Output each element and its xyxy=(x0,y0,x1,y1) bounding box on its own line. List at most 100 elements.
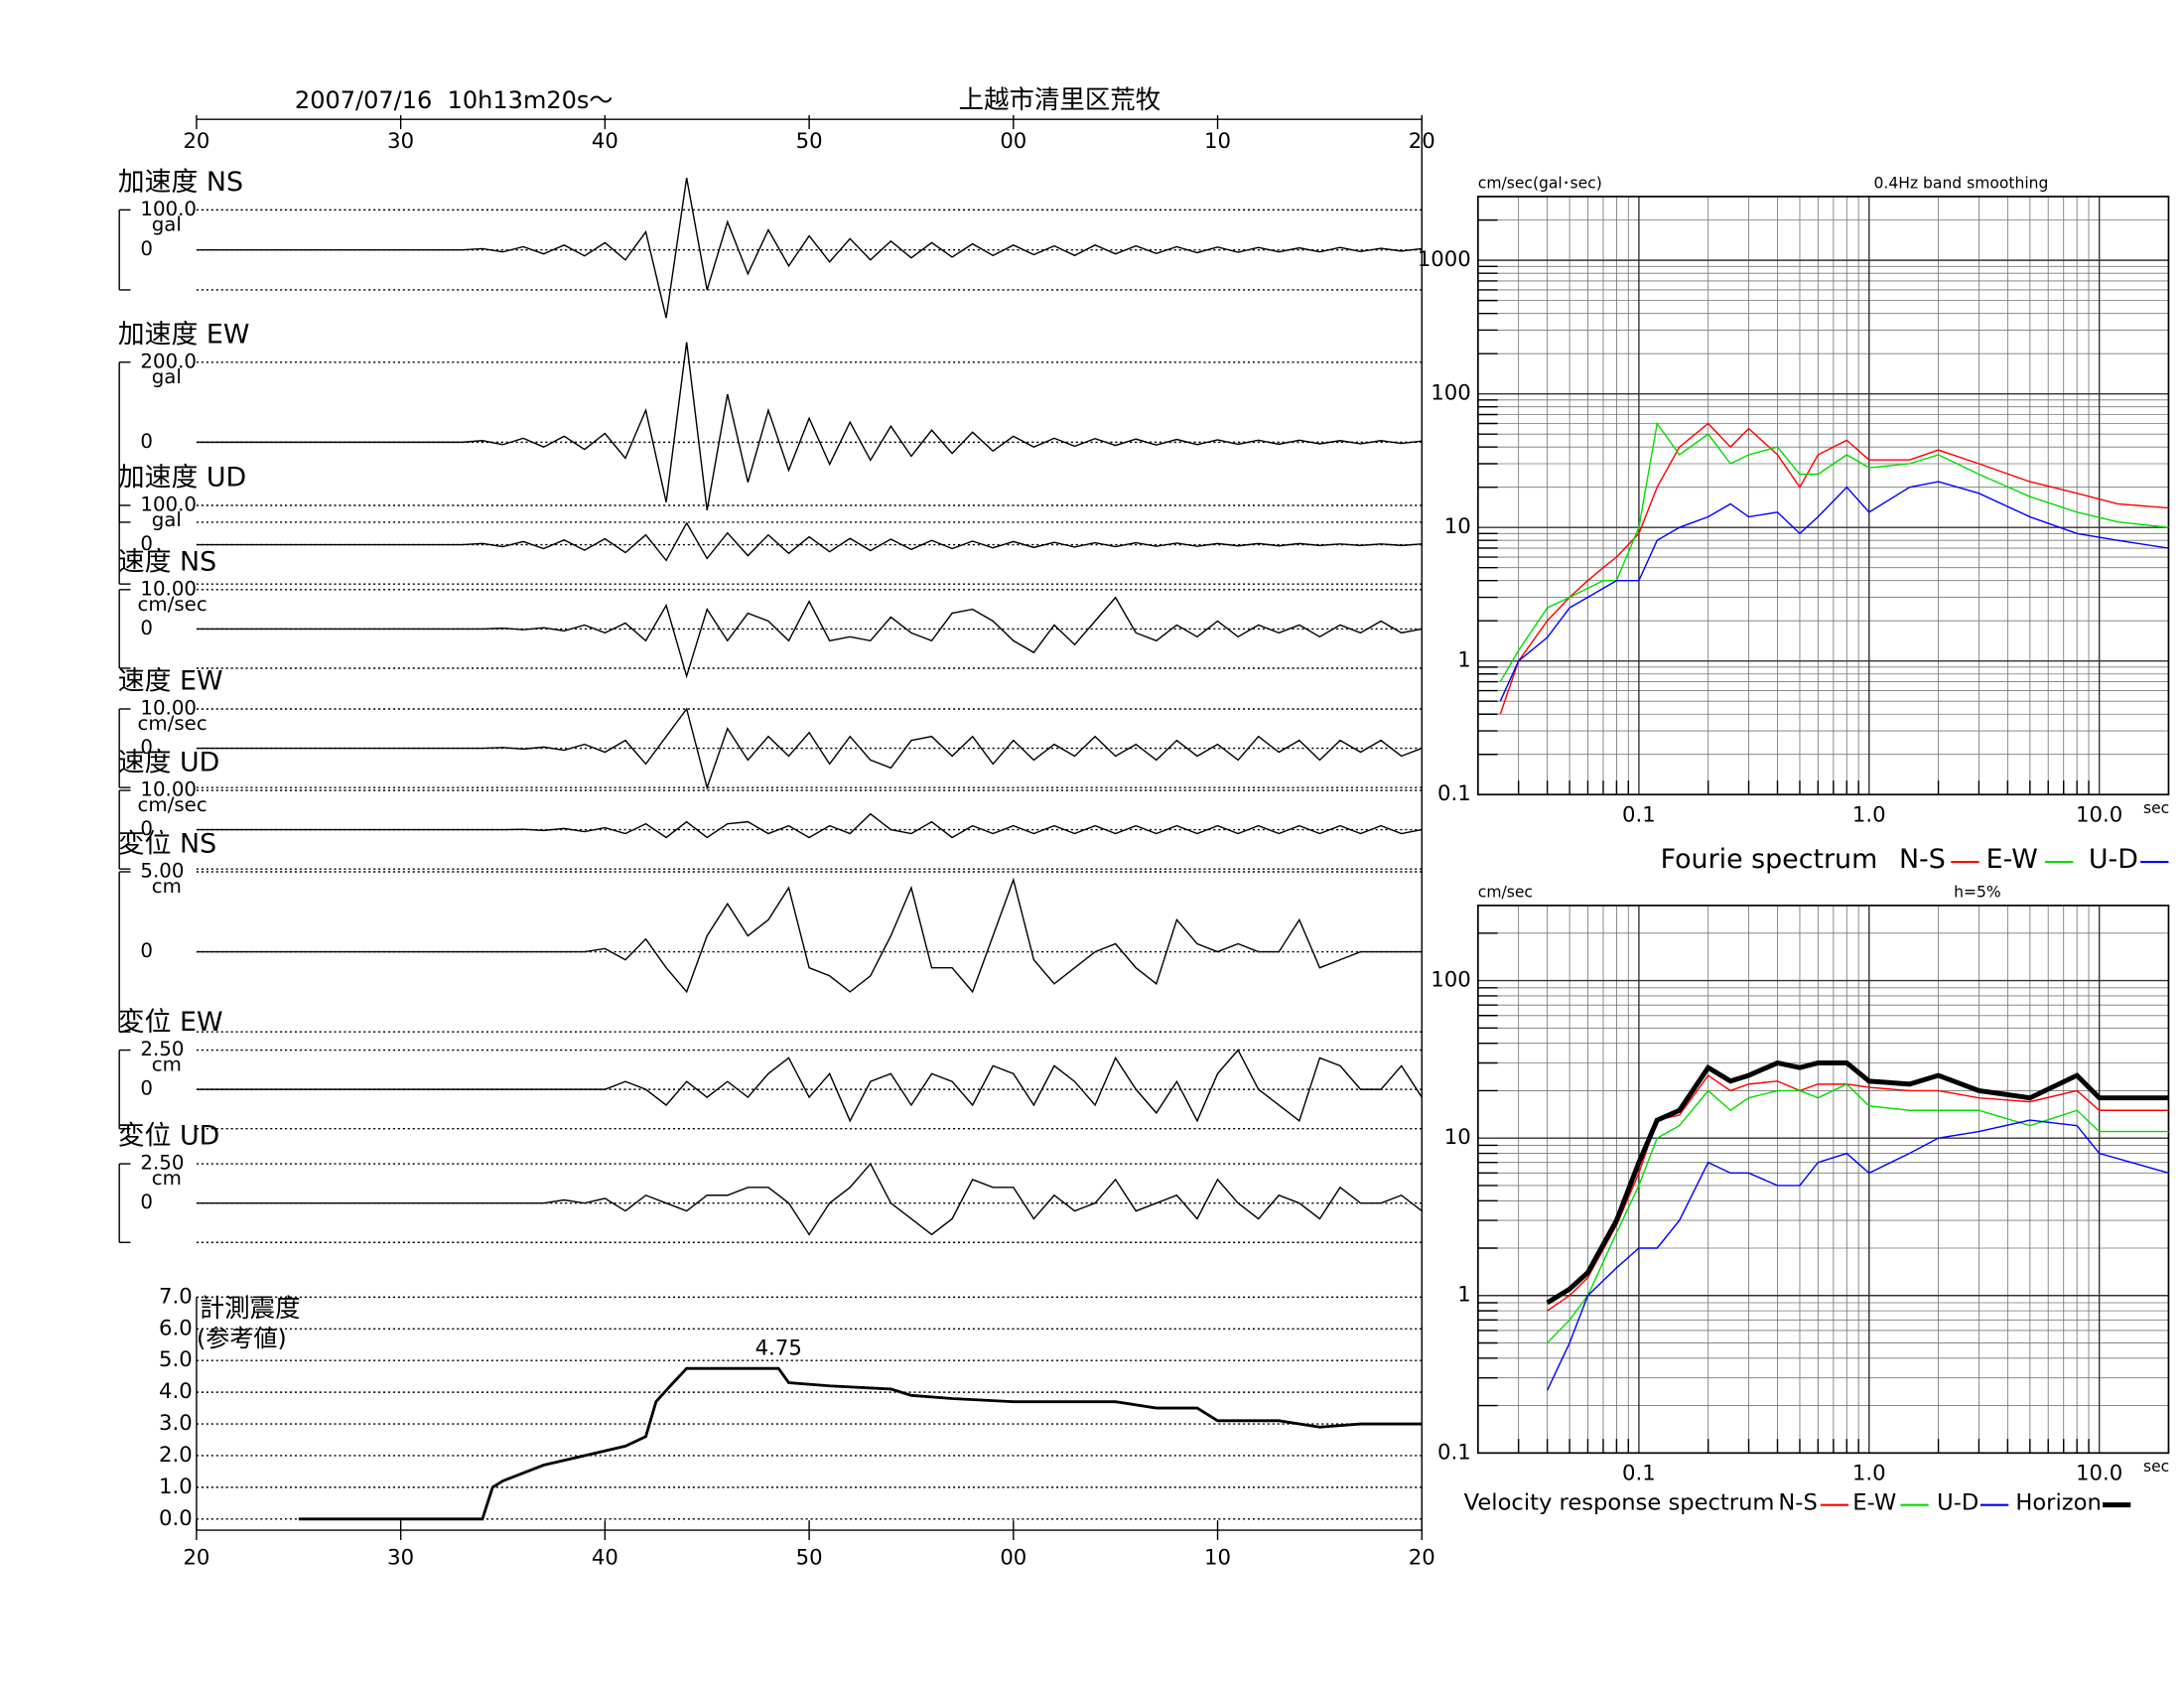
trace-label: 速度 EW xyxy=(118,666,223,697)
trace-label: 変位 UD xyxy=(118,1121,220,1152)
y-tick-label: 100 xyxy=(1431,380,1470,405)
x-tick-label: 00 xyxy=(1000,128,1026,153)
trace-label: 加速度 NS xyxy=(118,167,243,198)
waveform xyxy=(196,1162,1423,1236)
x-tick-label: 10.0 xyxy=(2076,801,2122,826)
x-tick-label: 10 xyxy=(1204,1544,1231,1569)
y-tick-label: 0 xyxy=(140,1191,153,1213)
x-tick-label: 20 xyxy=(183,128,209,153)
waveform xyxy=(196,1049,1423,1123)
x-tick-label: 20 xyxy=(1409,128,1435,153)
unit-label: cm xyxy=(152,1054,182,1076)
unit-label: cm xyxy=(152,875,182,898)
intensity-line xyxy=(298,1366,1423,1521)
trace-label: 加速度 UD xyxy=(118,463,246,493)
y-tick-label: 10 xyxy=(1444,1124,1471,1149)
y-tick-label: 0.0 xyxy=(159,1505,193,1530)
spectrum-line xyxy=(1499,481,2169,702)
y-tick-label: 3.0 xyxy=(159,1410,193,1435)
legend-label: U-D xyxy=(1937,1490,1979,1516)
y-tick-label: 0.1 xyxy=(1437,1439,1471,1464)
legend-label: N-S xyxy=(1778,1490,1817,1516)
waveform xyxy=(196,707,1423,790)
x-tick-label: 0.1 xyxy=(1622,1461,1656,1485)
y-tick-label: 5.0 xyxy=(159,1346,193,1371)
y-tick-label: 7.0 xyxy=(159,1283,193,1308)
y-tick-label: 200.0 xyxy=(140,350,197,372)
waveform xyxy=(196,812,1423,839)
spectrum-line xyxy=(1499,422,2169,715)
unit-label: cm/sec xyxy=(138,712,207,735)
y-tick-label: 6.0 xyxy=(159,1315,193,1339)
y-tick-label: 5.00 xyxy=(140,859,184,882)
trace-label: 変位 EW xyxy=(118,1007,223,1038)
unit-label: gal xyxy=(152,508,182,531)
x-tick-label: 1.0 xyxy=(1852,801,1886,826)
y-axis-label: cm/sec xyxy=(1478,884,1533,902)
trace-label: 速度 NS xyxy=(118,546,216,577)
y-tick-label: 2.50 xyxy=(140,1038,184,1060)
spectrum-line xyxy=(1546,1119,2169,1391)
y-tick-label: 0 xyxy=(140,817,153,840)
legend-label: Horizon xyxy=(2015,1490,2101,1516)
x-tick-label: 30 xyxy=(387,1544,414,1569)
x-tick-label: 40 xyxy=(592,128,618,153)
x-tick-label: 0.1 xyxy=(1622,801,1656,826)
y-tick-label: 4.0 xyxy=(159,1378,193,1403)
y-tick-label: 0 xyxy=(140,736,153,759)
trace-label: 加速度 EW xyxy=(118,319,250,350)
waveform xyxy=(196,596,1423,679)
x-axis-label: sec xyxy=(2143,1458,2169,1476)
chart-title: Fourie spectrum xyxy=(1661,844,1878,875)
chart-subtitle: (参考値) xyxy=(197,1325,287,1352)
y-tick-label: 10.00 xyxy=(140,777,197,800)
chart-title: Velocity response spectrum xyxy=(1464,1490,1775,1516)
legend-label: E-W xyxy=(1986,844,2038,875)
y-tick-label: 0 xyxy=(140,430,153,453)
chart-title: 計測震度 xyxy=(200,1293,301,1323)
unit-label: gal xyxy=(152,365,182,388)
x-tick-label: 00 xyxy=(1000,1544,1026,1569)
y-tick-label: 100 xyxy=(1431,967,1470,992)
y-tick-label: 10.00 xyxy=(140,696,197,719)
note: 0.4Hz band smoothing xyxy=(1874,175,2049,193)
note: h=5% xyxy=(1954,884,2001,902)
x-tick-label: 30 xyxy=(387,128,414,153)
x-tick-label: 50 xyxy=(796,1544,823,1569)
y-tick-label: 0 xyxy=(140,617,153,639)
waveform xyxy=(196,521,1423,562)
x-tick-label: 50 xyxy=(796,128,823,153)
plot-frame xyxy=(1476,196,2170,796)
x-axis-label: sec xyxy=(2143,799,2169,817)
x-tick-label: 10.0 xyxy=(2076,1461,2122,1485)
y-tick-label: 10 xyxy=(1444,513,1471,538)
unit-label: cm/sec xyxy=(138,593,207,616)
x-tick-label: 10 xyxy=(1204,128,1231,153)
record-time: 2007/07/16 10h13m20s〜 xyxy=(295,86,614,114)
waveform xyxy=(196,178,1423,319)
spectrum-line xyxy=(1499,421,2169,682)
unit-label: cm/sec xyxy=(138,793,207,816)
annotation: 4.75 xyxy=(755,1335,802,1359)
x-tick-label: 20 xyxy=(183,1544,209,1569)
y-tick-label: 100.0 xyxy=(140,198,197,220)
y-tick-label: 1 xyxy=(1457,1282,1470,1307)
y-tick-label: 100.0 xyxy=(140,492,197,515)
waveform xyxy=(196,342,1423,510)
spectrum-line xyxy=(1546,1059,2169,1306)
legend-label: N-S xyxy=(1899,844,1946,875)
y-tick-label: 0 xyxy=(140,237,153,260)
legend-label: U-D xyxy=(2089,844,2138,875)
station-name: 上越市清里区荒牧 xyxy=(959,84,1161,114)
y-tick-label: 1.0 xyxy=(159,1474,193,1498)
x-tick-label: 40 xyxy=(592,1544,618,1569)
x-tick-label: 1.0 xyxy=(1852,1461,1886,1485)
y-tick-label: 10.00 xyxy=(140,577,197,600)
unit-label: gal xyxy=(152,212,182,235)
spectrum-line xyxy=(1547,1074,2169,1312)
waveform xyxy=(196,877,1423,994)
trace-label: 変位 NS xyxy=(118,829,216,860)
spectrum-line xyxy=(1547,1083,2169,1343)
